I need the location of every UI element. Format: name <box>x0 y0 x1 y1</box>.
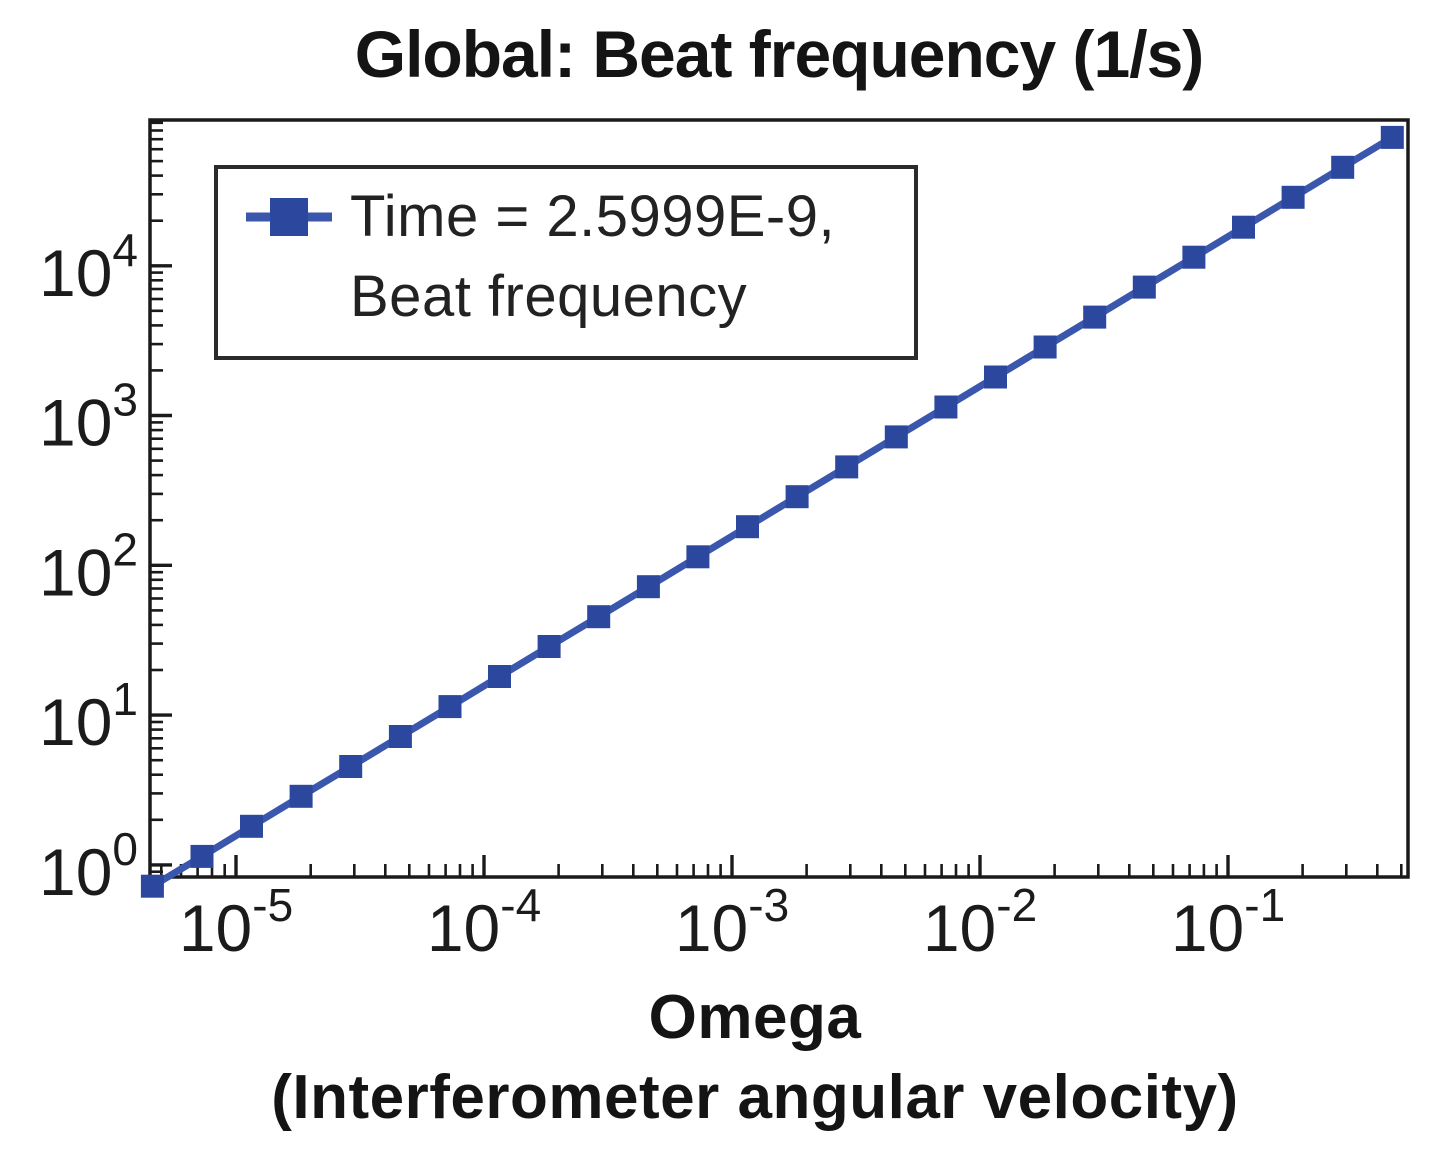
x-tick-label: 10-4 <box>427 879 541 965</box>
legend-marker-icon <box>246 198 332 236</box>
data-point-marker <box>636 575 660 599</box>
data-point-marker <box>438 695 462 719</box>
legend-label-line1: Time = 2.5999E-9, <box>350 184 836 249</box>
y-tick-label: 102 <box>39 523 138 609</box>
legend: Time = 2.5999E-9, Beat frequency <box>214 165 918 360</box>
data-point-marker <box>785 485 809 509</box>
data-point-marker <box>736 515 759 539</box>
data-point-marker <box>488 665 511 688</box>
x-axis-label-line2: (Interferometer angular velocity) <box>271 1063 1239 1132</box>
data-point-marker <box>190 844 214 868</box>
data-point-marker <box>1132 275 1156 299</box>
data-point-marker <box>537 635 561 658</box>
x-tick-label: 10-2 <box>923 879 1037 965</box>
data-point-marker <box>240 814 263 838</box>
data-point-marker <box>339 755 363 778</box>
x-axis-label-line1: Omega <box>648 983 862 1052</box>
data-point-marker <box>1083 305 1107 329</box>
data-point-marker <box>686 545 710 569</box>
data-point-marker <box>1232 215 1255 239</box>
x-tick-label: 10-3 <box>675 879 789 965</box>
chart-title: Global: Beat frequency (1/s) <box>354 17 1205 91</box>
data-point-marker <box>388 725 412 748</box>
plot-box <box>148 118 1410 879</box>
legend-label: Time = 2.5999E-9, Beat frequency <box>350 177 835 337</box>
data-point-marker <box>934 395 958 419</box>
y-tick-label: 103 <box>39 374 138 460</box>
data-point-marker <box>1331 155 1355 179</box>
data-point-marker <box>835 455 859 479</box>
y-tick-label: 100 <box>39 823 138 909</box>
data-point-marker <box>1033 335 1057 359</box>
x-tick-label: 10-1 <box>1171 879 1285 965</box>
data-point-marker <box>587 605 611 629</box>
x-axis-label: Omega (Interferometer angular velocity) <box>115 978 1395 1138</box>
data-point-marker <box>984 365 1007 389</box>
data-point-marker <box>884 425 908 449</box>
data-point-marker <box>1281 185 1305 209</box>
data-point-marker <box>289 784 313 808</box>
data-point-marker <box>1182 245 1206 269</box>
y-tick-label: 104 <box>39 224 138 310</box>
legend-label-line2: Beat frequency <box>350 264 748 329</box>
data-point-marker <box>140 874 164 898</box>
x-tick-label: 10-5 <box>179 879 293 965</box>
y-tick-label: 101 <box>39 673 138 759</box>
data-point-marker <box>1380 125 1404 149</box>
